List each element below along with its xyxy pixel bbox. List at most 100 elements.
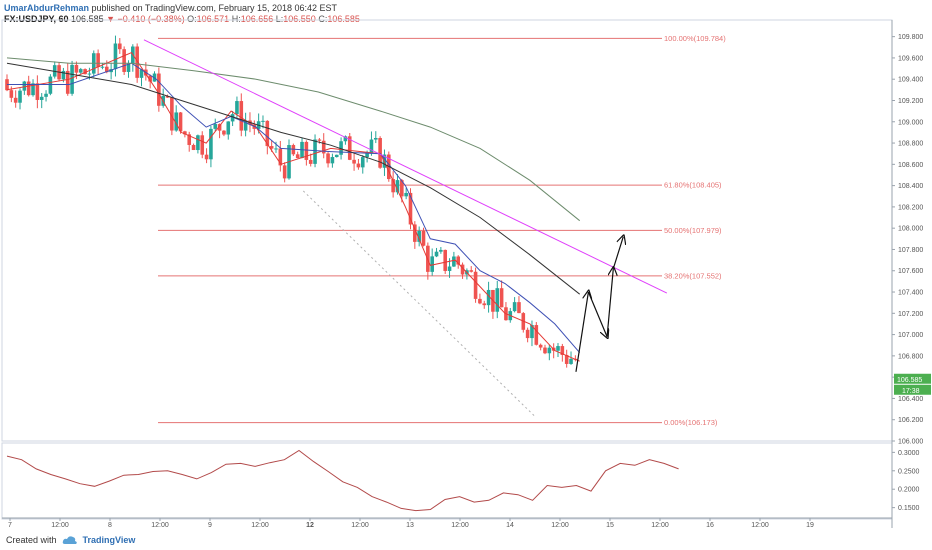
projection-arrow-segment: [606, 269, 613, 337]
candle-body: [530, 325, 534, 339]
moving-average-line: [6, 51, 580, 362]
symbol-label[interactable]: FX:USDJPY, 60: [4, 14, 69, 24]
y-tick-label: 106.400: [898, 396, 923, 403]
open-label: O:: [187, 14, 197, 24]
high-label: H:: [231, 14, 241, 24]
osc-tick-label: 0.2000: [898, 487, 920, 494]
trendline: [143, 39, 668, 294]
candle-body: [460, 264, 465, 275]
x-tick-label: 12:00: [151, 522, 169, 529]
candle-body: [443, 249, 448, 271]
dotted-fib-line: [302, 190, 537, 418]
publish-info: UmarAbdurRehman published on TradingView…: [4, 3, 337, 13]
last-price: 106.585: [71, 14, 104, 24]
candle-body: [373, 138, 378, 140]
projection-arrow-segment: [587, 291, 607, 337]
x-tick-label: 12: [306, 522, 314, 529]
tradingview-logo[interactable]: TradingView: [82, 535, 136, 545]
osc-tick-label: 0.2500: [898, 468, 920, 475]
candle-body: [560, 346, 565, 355]
candle-body: [100, 66, 105, 68]
y-tick-label: 108.400: [898, 183, 923, 190]
candle-body: [278, 148, 283, 166]
cloud-logo-icon: [62, 536, 77, 544]
candle-body: [538, 344, 543, 348]
candle-body: [48, 76, 53, 94]
candle-body: [243, 120, 248, 131]
candle-body: [74, 64, 79, 73]
candle-body: [469, 270, 474, 272]
candle-body: [157, 73, 161, 106]
candle-body: [226, 121, 231, 135]
candle-body: [517, 302, 521, 314]
candle-body: [334, 154, 339, 158]
candle-body: [400, 180, 404, 197]
candle-body: [209, 128, 213, 160]
symbol-line: FX:USDJPY, 60 106.585 ▼ −0.410 (−0.38%) …: [4, 14, 360, 24]
y-tick-label: 106.000: [898, 439, 923, 446]
candle-body: [369, 139, 374, 153]
x-tick-label: 12:00: [551, 522, 569, 529]
low-value: 106.550: [283, 14, 316, 24]
high-value: 106.656: [240, 14, 274, 24]
candle-body: [395, 180, 400, 193]
y-tick-label: 108.600: [898, 162, 923, 169]
x-tick-label: 8: [108, 522, 112, 529]
candle-body: [282, 165, 287, 179]
candle-body: [547, 347, 552, 354]
x-tick-label: 19: [806, 522, 814, 529]
triangle-down-icon: ▼: [106, 14, 116, 24]
candle-body: [126, 63, 131, 72]
candle-body: [13, 97, 18, 103]
y-tick-label: 109.200: [898, 98, 923, 105]
candle-body: [347, 136, 352, 160]
candle-body: [239, 101, 244, 131]
candle-body: [274, 148, 278, 150]
candle-body: [308, 159, 313, 164]
candle-body: [174, 112, 179, 131]
candle-body: [356, 163, 361, 168]
candle-body: [87, 73, 92, 75]
current-price-tag: [894, 373, 931, 384]
published-text: published on TradingView.com, February 1…: [91, 3, 338, 13]
y-tick-label: 109.400: [898, 77, 923, 84]
y-tick-label: 106.800: [898, 353, 923, 360]
projection-arrow-segment: [612, 237, 623, 269]
moving-average-line: [7, 62, 581, 354]
candle-body: [26, 81, 31, 96]
candle-body: [165, 95, 170, 98]
candle-body: [265, 120, 270, 147]
close-label: C:: [318, 14, 328, 24]
footer: Created with TradingView: [6, 535, 135, 545]
candle-body: [556, 346, 560, 351]
candle-body: [139, 69, 144, 78]
fib-level-label: 38.20%(107.552): [664, 271, 722, 280]
candle-body: [22, 81, 27, 91]
y-tick-label: 106.200: [898, 417, 923, 424]
candle-body: [543, 347, 547, 354]
candle-body: [452, 256, 456, 267]
candle-body: [321, 140, 326, 154]
candle-body: [339, 141, 343, 155]
candle-body: [569, 358, 573, 364]
osc-tick-label: 0.1500: [898, 505, 920, 512]
candle-body: [417, 230, 421, 242]
y-tick-label: 107.200: [898, 311, 923, 318]
candle-body: [39, 96, 44, 100]
countdown-tag: [894, 384, 931, 395]
author-link[interactable]: UmarAbdurRehman: [4, 3, 90, 13]
candle-body: [430, 256, 434, 272]
y-tick-label: 109.600: [898, 55, 923, 62]
oscillator-pane-frame: [1, 442, 893, 520]
candle-body: [104, 66, 109, 73]
fib-level-label: 50.00%(107.979): [664, 226, 722, 235]
candle-body: [473, 271, 478, 299]
x-tick-label: 12:00: [351, 522, 369, 529]
candle-body: [183, 131, 187, 135]
candle-body: [230, 114, 235, 122]
candle-body: [408, 192, 413, 225]
candle-body: [534, 325, 539, 345]
candle-body: [421, 230, 426, 246]
candle-body: [196, 135, 200, 151]
